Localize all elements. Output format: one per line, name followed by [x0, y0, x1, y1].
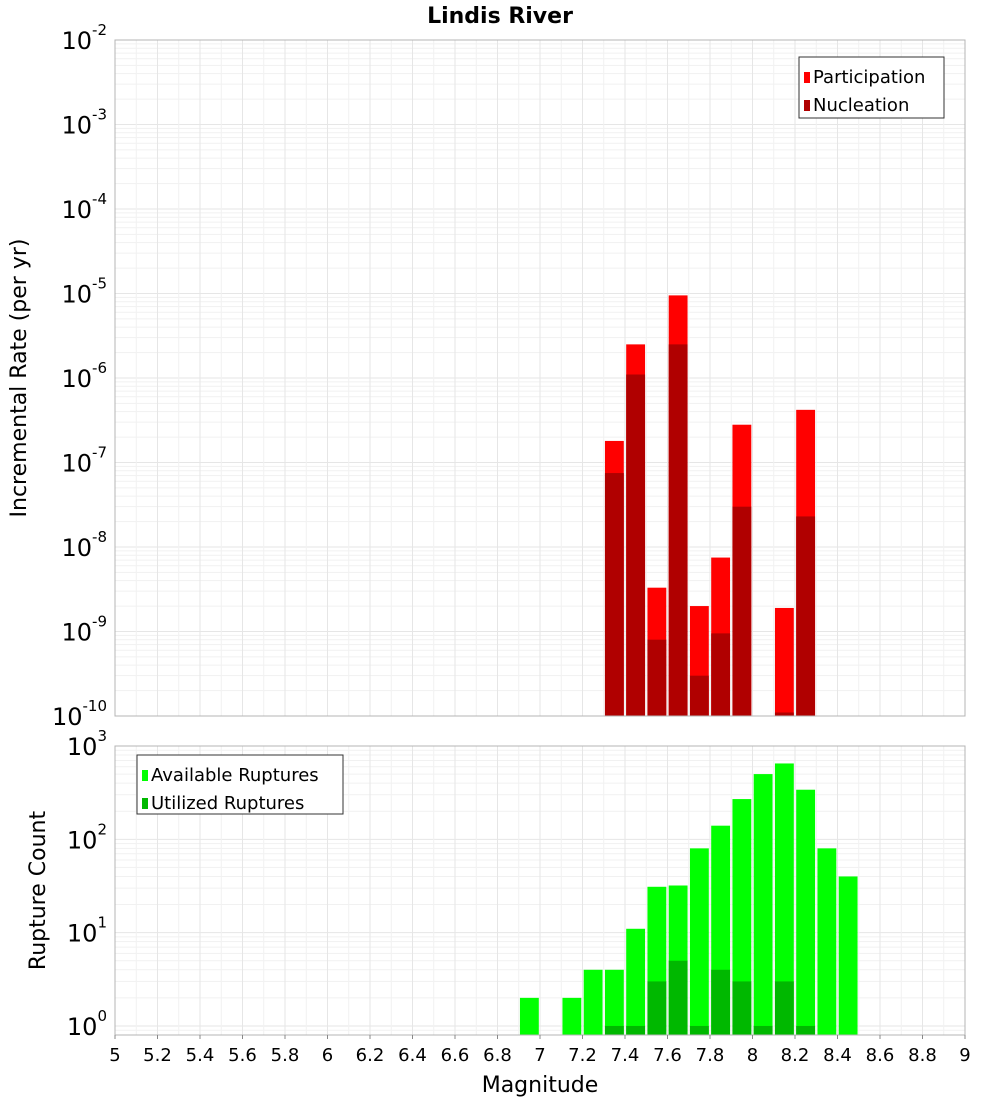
x-tick-label: 5.8: [271, 1045, 300, 1066]
rate-y-tick-label: 10-3: [61, 106, 107, 140]
x-tick-label: 6.4: [398, 1045, 427, 1066]
chart-title: Lindis River: [427, 4, 573, 29]
x-tick-label: 7.6: [653, 1045, 682, 1066]
count-bar: [753, 1025, 773, 1035]
x-tick-label: 8.2: [781, 1045, 810, 1066]
count-bar: [689, 848, 709, 1035]
rate-y-tick-label: 10-6: [61, 359, 107, 393]
rate-legend-label: Participation: [813, 67, 925, 88]
count-bar: [604, 969, 624, 1035]
count-y-tick-label: 103: [67, 727, 107, 761]
count-bar: [626, 1025, 646, 1035]
count-bar: [753, 774, 773, 1035]
count-y-tick-label: 102: [67, 820, 107, 854]
rate-y-tick-label: 10-7: [61, 444, 107, 478]
rate-y-ticks: 10-10 10-9 10-8 10-7 10-6 10-5 10-4 10-3 10-2: [52, 21, 107, 731]
x-tick-label: 5.6: [228, 1045, 257, 1066]
x-tick-label: 8.6: [866, 1045, 895, 1066]
rate-frame: [114, 39, 966, 717]
count-y-ticks: 100 101 102 103: [67, 727, 107, 1041]
count-legend-box: [136, 754, 344, 815]
count-bar: [626, 928, 646, 1035]
rate-bar: [711, 633, 731, 716]
x-tick-label: 8: [747, 1045, 758, 1066]
rate-y-axis-label: Incremental Rate (per yr): [7, 239, 32, 518]
rupture-count-plot: 100 101 102 103 Rupture Count 5 5.2 5.4 5.6 5.8 6 6…: [26, 727, 971, 1066]
count-bar: [796, 1025, 816, 1035]
x-tick-label: 6.6: [441, 1045, 470, 1066]
rate-legend-swatch: [804, 100, 810, 111]
rate-bar: [689, 675, 709, 716]
rate-bar: [774, 712, 794, 716]
count-bar: [604, 1025, 624, 1035]
count-y-axis-label: Rupture Count: [26, 811, 51, 971]
rate-bar: [774, 607, 794, 716]
x-tick-label: 8.4: [823, 1045, 852, 1066]
count-bar: [689, 1025, 709, 1035]
x-tick-label: 9: [959, 1045, 970, 1066]
x-tick-label: 7.8: [696, 1045, 725, 1066]
rate-grid: [114, 39, 966, 717]
rate-series-2: [604, 344, 816, 716]
count-legend-label: Utilized Ruptures: [151, 793, 304, 814]
count-legend-swatch: [142, 798, 148, 809]
count-bar: [711, 969, 731, 1035]
count-bar: [817, 848, 837, 1035]
count-bar: [647, 981, 667, 1035]
count-legend: Available Ruptures Utilized Ruptures: [136, 754, 344, 815]
rate-bar: [626, 374, 646, 716]
x-tick-label: 7: [534, 1045, 545, 1066]
rate-y-tick-label: 10-5: [61, 275, 107, 309]
count-bar: [838, 876, 858, 1035]
rate-y-tick-label: 10-10: [52, 697, 107, 731]
count-bar: [583, 969, 603, 1035]
rate-y-tick-label: 10-9: [61, 613, 107, 647]
rate-y-tick-label: 10-4: [61, 190, 107, 224]
count-bar: [668, 960, 688, 1035]
count-legend-swatch: [142, 770, 148, 781]
x-tick-label: 8.8: [908, 1045, 937, 1066]
x-tick-label: 5.2: [143, 1045, 172, 1066]
count-bar: [519, 997, 539, 1035]
rate-legend-box: [798, 56, 945, 119]
rate-legend-label: Nucleation: [813, 95, 909, 116]
rate-bar: [647, 639, 667, 716]
rate-bar: [668, 344, 688, 716]
rate-bar: [732, 506, 752, 716]
x-tick-label: 5.4: [186, 1045, 215, 1066]
x-ticks: 5 5.2 5.4 5.6 5.8 6 6.2 6.4 6.6 6.8 7 7.2 7.4 7.6 7.8 8…: [109, 1035, 971, 1066]
count-bar: [774, 763, 794, 1035]
x-tick-label: 7.4: [611, 1045, 640, 1066]
rate-legend: Participation Nucleation: [798, 56, 945, 119]
x-tick-label: 5: [109, 1045, 120, 1066]
count-bar: [796, 789, 816, 1035]
count-bar: [732, 799, 752, 1035]
count-bar: [732, 981, 752, 1035]
rate-plot: 10-10 10-9 10-8 10-7 10-6 10-5 10-4 10-3 10-2 Inc…: [7, 21, 966, 731]
x-tick-label: 6.2: [356, 1045, 385, 1066]
rate-y-tick-label: 10-2: [61, 21, 107, 55]
count-y-tick-label: 101: [67, 914, 107, 948]
rate-y-tick-label: 10-8: [61, 528, 107, 562]
x-axis-label: Magnitude: [482, 1073, 599, 1098]
count-legend-label: Available Ruptures: [151, 765, 319, 786]
count-bar: [562, 997, 582, 1035]
count-series-2: [604, 960, 816, 1035]
count-bar: [774, 981, 794, 1035]
rate-bar: [604, 473, 624, 716]
x-tick-label: 7.2: [568, 1045, 597, 1066]
x-tick-label: 6.8: [483, 1045, 512, 1066]
count-y-tick-label: 100: [67, 1007, 107, 1041]
x-tick-label: 6: [322, 1045, 333, 1066]
rate-bar: [796, 516, 816, 716]
rate-legend-swatch: [804, 72, 810, 83]
